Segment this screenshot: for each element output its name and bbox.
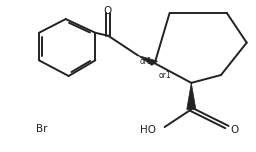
Text: or1: or1 bbox=[158, 71, 171, 81]
Text: Br: Br bbox=[36, 124, 48, 134]
Text: O: O bbox=[103, 6, 111, 16]
Polygon shape bbox=[138, 55, 157, 65]
Text: O: O bbox=[230, 125, 239, 135]
Text: HO: HO bbox=[140, 125, 156, 135]
Polygon shape bbox=[187, 83, 196, 109]
Text: or1: or1 bbox=[140, 57, 152, 66]
